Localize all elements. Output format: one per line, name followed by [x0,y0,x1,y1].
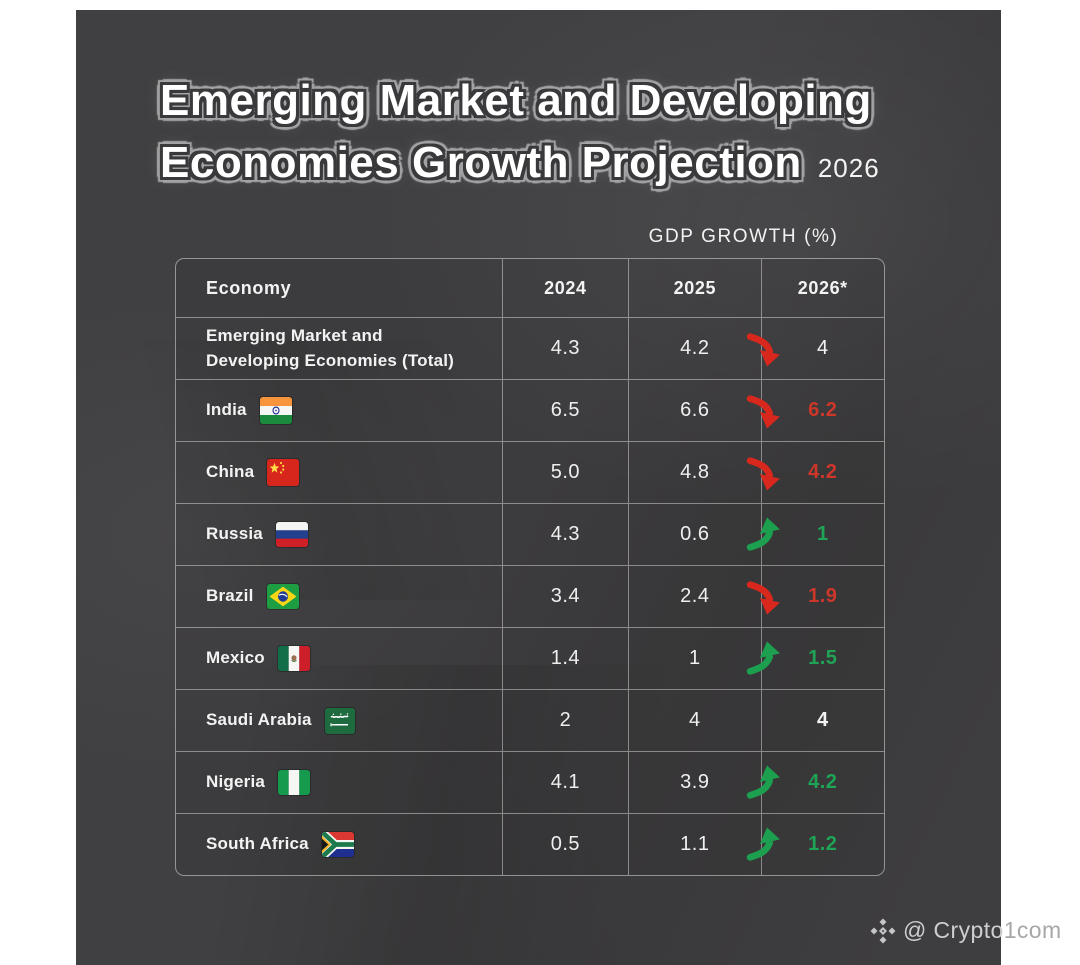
table-row: Russia 4.3 0.6 1 [176,503,884,565]
crypto-diamond-icon [870,918,896,944]
value-2026: 1 [816,523,829,545]
trend-up-arrow-icon [746,826,783,863]
column-header-economy: Economy [206,277,292,298]
economy-label: Nigeria [206,772,266,792]
economy-cell: Brazil [176,566,502,627]
economy-label: Mexico [206,648,265,668]
trend-down-arrow-icon [746,392,783,429]
value-2026: 6.2 [808,399,838,421]
title-line-2: Economies Growth Projection [160,138,802,187]
watermark-handle-suffix: 1com [1003,917,1062,943]
watermark: @ Crypto 1com [870,917,1062,944]
economy-label: Emerging Market and Developing Economies… [206,325,455,370]
value-2024: 2 [501,690,628,751]
infographic-card: Emerging Market and Developing Economies… [76,10,1001,965]
value-2026: 1.9 [808,585,838,607]
value-2026-cell: 1.2 [746,814,884,875]
table-row: South Africa 0.5 1.1 1.2 [176,813,884,875]
value-2025: 4 [628,690,760,751]
table-row: Emerging Market and Developing Economies… [176,317,884,379]
value-2025: 4.2 [628,318,760,379]
gdp-growth-table: Economy 2024 2025 2026* Emerging Market … [175,258,885,876]
economy-label: China [206,462,255,482]
value-2024: 3.4 [501,566,628,627]
value-2025: 1 [628,628,760,689]
trend-down-arrow-icon [746,454,783,491]
page-title: Emerging Market and Developing Economies… [160,70,880,199]
economy-cell: Emerging Market and Developing Economies… [176,318,502,379]
value-2024: 5.0 [501,442,628,503]
value-2024: 4.1 [501,752,628,813]
column-header-2024: 2024 [501,259,628,317]
value-2025: 0.6 [628,504,760,565]
table-body: Emerging Market and Developing Economies… [176,317,884,875]
column-header-2025: 2025 [628,259,760,317]
value-2025: 6.6 [628,380,760,441]
column-header-2026: 2026* [760,259,884,317]
economy-cell: India [176,380,502,441]
nigeria-flag-icon [278,770,311,795]
watermark-handle: @ Crypto [903,917,1004,943]
brazil-flag-icon [266,584,299,609]
value-2026: 4 [816,709,829,731]
value-2025: 1.1 [628,814,760,875]
value-2025: 2.4 [628,566,760,627]
economy-cell: Saudi Arabia [176,690,502,751]
value-2026: 1.5 [808,647,838,669]
value-2026-cell: 1.9 [746,566,884,627]
table-row: Brazil 3.4 2.4 1.9 [176,565,884,627]
trend-down-arrow-icon [746,330,783,367]
table-row: Mexico 1.4 1 1.5 [176,627,884,689]
mexico-flag-icon [277,646,310,671]
value-2024: 1.4 [501,628,628,689]
value-2026: 4.2 [808,771,838,793]
trend-down-arrow-icon [746,578,783,615]
value-2025: 3.9 [628,752,760,813]
economy-cell: Mexico [176,628,502,689]
trend-up-arrow-icon [746,516,783,553]
economy-cell: Russia [176,504,502,565]
table-row: Nigeria 4.1 3.9 4.2 [176,751,884,813]
economy-cell: Nigeria [176,752,502,813]
economy-cell: China [176,442,502,503]
value-2026: 1.2 [808,833,838,855]
table-row: Saudi Arabia 2 4 4 [176,689,884,751]
economy-label: Saudi Arabia [206,710,312,730]
economy-label: India [206,400,247,420]
value-2026-cell: 4 [746,318,884,379]
economy-label: Brazil [206,586,254,606]
table-caption: GDP GROWTH (%) [648,226,839,247]
value-2026: 4 [816,337,829,359]
economy-label: South Africa [206,834,309,854]
title-year: 2026 [817,153,880,183]
value-2026-cell: 6.2 [746,380,884,441]
value-2026-cell: 4.2 [746,752,884,813]
value-2026-cell: 4 [760,690,884,751]
value-2024: 0.5 [501,814,628,875]
south-africa-flag-icon [321,832,354,857]
value-2026-cell: 4.2 [746,442,884,503]
table-row: India 6.5 6.6 6.2 [176,379,884,441]
economy-cell: South Africa [176,814,502,875]
value-2024: 6.5 [501,380,628,441]
value-2026-cell: 1.5 [746,628,884,689]
value-2025: 4.8 [628,442,760,503]
table-header-row: Economy 2024 2025 2026* [176,259,884,317]
trend-up-arrow-icon [746,640,783,677]
china-flag-icon [267,459,300,486]
economy-label: Russia [206,524,263,544]
value-2026-cell: 1 [746,504,884,565]
value-2026: 4.2 [808,461,838,483]
saudi-arabia-flag-icon [324,707,355,734]
india-flag-icon [259,397,292,424]
table-row: China 5.0 4.8 4.2 [176,441,884,503]
title-line-1: Emerging Market and Developing [160,76,872,125]
value-2024: 4.3 [501,318,628,379]
value-2024: 4.3 [501,504,628,565]
trend-up-arrow-icon [746,764,783,801]
russia-flag-icon [275,522,308,547]
